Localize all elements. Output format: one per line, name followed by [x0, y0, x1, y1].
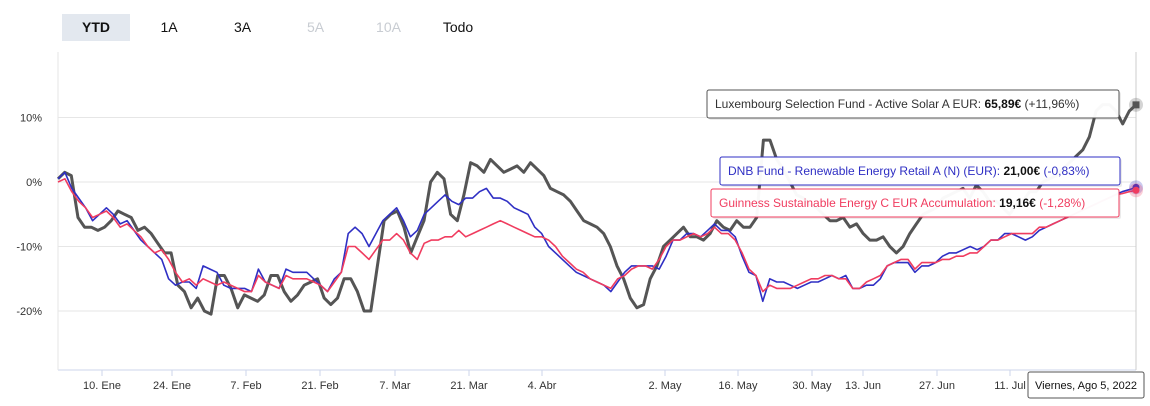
tooltip-change: (-0,83%)	[1040, 164, 1089, 178]
range-button-ytd[interactable]: YTD	[62, 14, 130, 41]
y-tick-label: 10%	[20, 113, 42, 125]
x-tick-label: 30. May	[792, 380, 832, 392]
x-axis: 10. Ene 24. Ene 7. Feb 21. Feb 7. Mar 21. Mar…	[57, 52, 1136, 392]
tooltip-series-name: Guinness Sustainable Energy C EUR Accumu…	[719, 196, 999, 210]
x-tick-label: 7. Mar	[379, 380, 411, 392]
tooltip-box	[719, 156, 1121, 186]
y-tick-label: 0%	[26, 177, 42, 189]
tooltip-series-name: Luxembourg Selection Fund - Active Solar…	[715, 97, 984, 111]
tooltip-box	[710, 188, 1120, 218]
x-tick-label: 27. Jun	[919, 380, 955, 392]
tooltip-value: 21,00€	[1003, 164, 1040, 178]
crosshair-label-box	[1027, 371, 1145, 399]
tooltip-change: (-1,28%)	[1036, 196, 1085, 210]
x-tick-label: 2. May	[648, 380, 682, 392]
range-button-3a[interactable]: 3A	[233, 19, 252, 35]
series-line-3	[57, 178, 1137, 293]
tooltip-box	[706, 89, 1120, 119]
x-tick-label: 4. Abr	[528, 380, 557, 392]
y-tick-label: -10%	[16, 242, 42, 254]
x-tick-label: 7. Feb	[230, 380, 261, 392]
tooltip-text: DNB Fund - Renewable Energy Retail A (N)…	[728, 164, 1090, 178]
tooltips: Luxembourg Selection Fund - Active Solar…	[706, 89, 1122, 219]
tooltip-value: 19,16€	[999, 196, 1036, 210]
tooltip-text: Luxembourg Selection Fund - Active Solar…	[715, 97, 1079, 111]
x-tick-label: 10. Ene	[83, 380, 121, 392]
x-tick-label: 16. May	[718, 380, 758, 392]
tooltip-change: (+11,96%)	[1021, 97, 1079, 111]
tooltip-value: 65,89€	[984, 97, 1021, 111]
x-tick-label: 21. Mar	[450, 380, 488, 392]
y-axis: 10% 0% -10% -20%	[16, 113, 42, 319]
range-button-todo[interactable]: Todo	[442, 19, 474, 35]
range-button-1a[interactable]: 1A	[160, 19, 178, 35]
crosshair: Viernes, Ago 5, 2022	[1027, 52, 1145, 399]
y-tick-label: -20%	[16, 306, 42, 318]
tooltip-text: Guinness Sustainable Energy C EUR Accumu…	[719, 196, 1085, 210]
crosshair-label: Viernes, Ago 5, 2022	[1035, 380, 1137, 392]
x-tick-label: 11. Jul	[994, 380, 1026, 392]
series-end-marker	[1132, 186, 1140, 194]
tooltip-series-name: DNB Fund - Renewable Energy Retail A (N)…	[728, 164, 1003, 178]
series-end-marker	[1132, 101, 1140, 109]
x-tick-label: 24. Ene	[153, 380, 191, 392]
range-selector: YTD 1A 3A 5A 10A Todo	[62, 14, 493, 41]
range-button-10a: 10A	[376, 19, 401, 35]
x-tick-label: 21. Feb	[301, 380, 338, 392]
range-button-5a: 5A	[306, 19, 325, 35]
x-tick-label: 13. Jun	[845, 380, 881, 392]
